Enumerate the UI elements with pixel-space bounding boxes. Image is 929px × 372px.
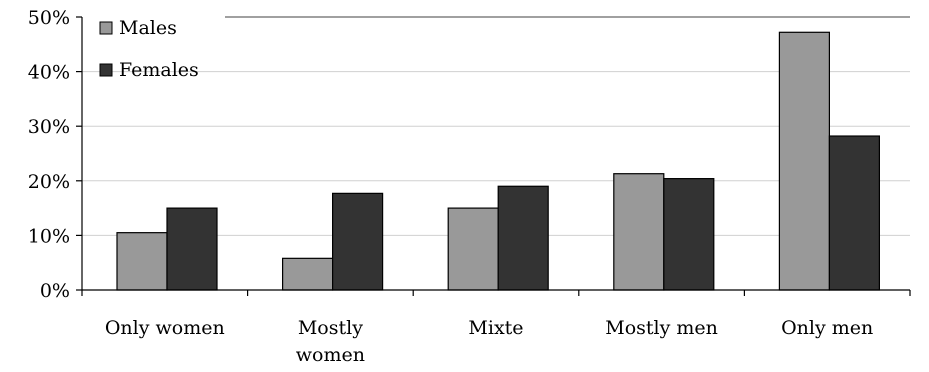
bar-males-1: [282, 257, 334, 291]
gridlines: [82, 16, 910, 236]
y-tick-label: 10%: [28, 225, 70, 247]
y-tick-label: 0%: [40, 280, 70, 302]
bar-males-4: [778, 31, 831, 291]
x-category-label: Mostly men: [605, 317, 718, 339]
bar-males-3: [613, 173, 665, 291]
y-tick-label: 20%: [28, 171, 70, 193]
y-tick-labels: 0% 10% 20% 30% 40% 50%: [28, 7, 70, 302]
bar-females-0: [166, 207, 218, 291]
legend-swatch-males: [99, 21, 113, 35]
y-tick-label: 50%: [28, 7, 70, 29]
bars: [116, 31, 881, 291]
x-category-label: Only women: [105, 317, 225, 339]
x-category-label: Mostly women: [296, 317, 365, 366]
bar-males-0: [116, 232, 168, 291]
legend: Males Females: [99, 17, 199, 81]
axes: [76, 16, 911, 296]
bar-females-3: [663, 178, 715, 291]
bar-females-1: [332, 192, 384, 291]
bar-females-2: [497, 185, 549, 291]
x-category-labels: Only women Mostly women Mixte Mostly men Only…: [105, 317, 873, 366]
y-tick-label: 30%: [28, 116, 70, 138]
bar-males-2: [447, 207, 499, 291]
legend-swatch-females: [99, 63, 113, 77]
bar-females-4: [828, 135, 881, 291]
legend-label-males: Males: [119, 17, 177, 39]
legend-label-females: Females: [119, 59, 199, 81]
x-category-label: Only men: [781, 317, 873, 339]
y-tick-label: 40%: [28, 62, 70, 84]
x-category-label: Mixte: [468, 317, 523, 339]
